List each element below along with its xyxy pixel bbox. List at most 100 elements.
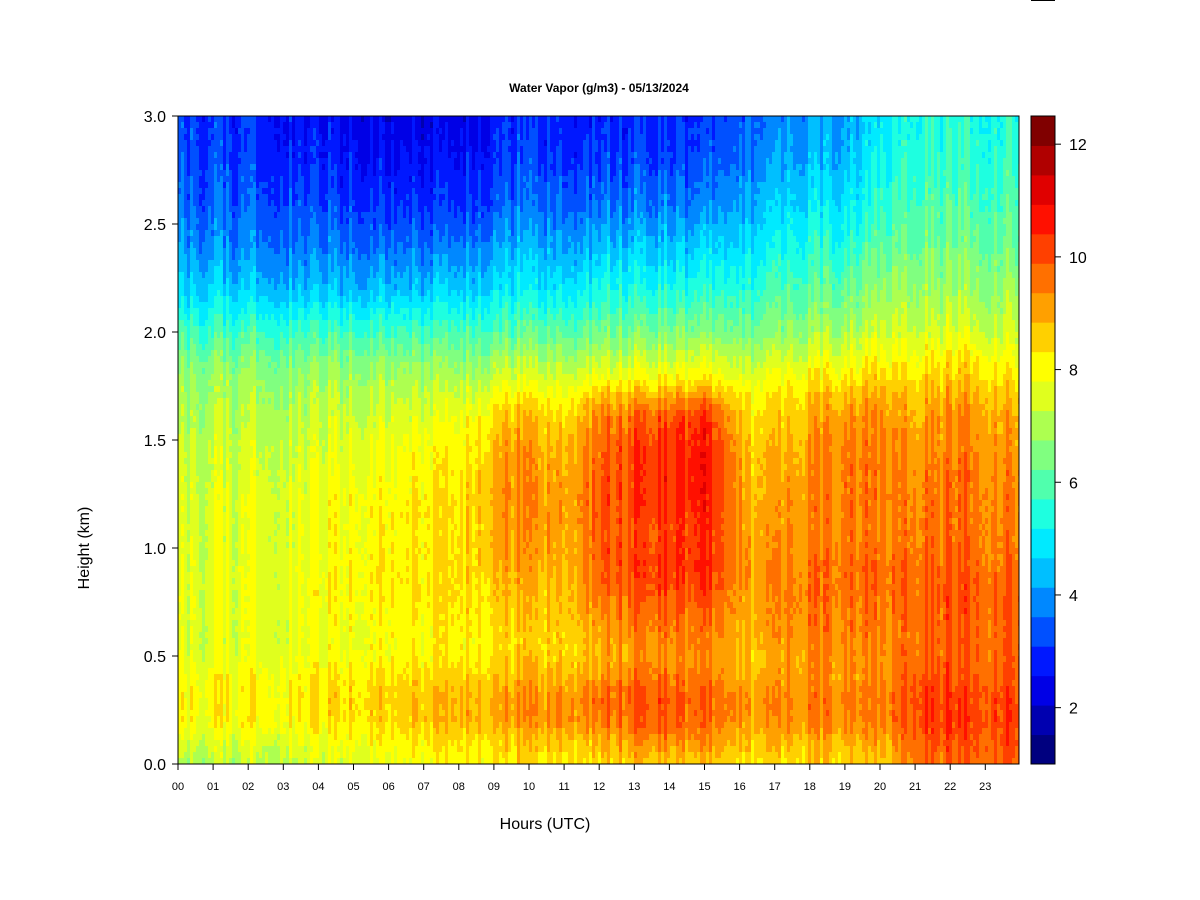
heatmap-cell xyxy=(277,410,280,416)
heatmap-cell xyxy=(184,734,187,740)
heatmap-cell xyxy=(235,338,238,344)
heatmap-cell xyxy=(199,164,202,170)
heatmap-cell xyxy=(196,530,199,536)
heatmap-cell xyxy=(259,584,262,590)
heatmap-cell xyxy=(223,728,226,734)
heatmap-cell xyxy=(190,578,193,584)
heatmap-cell xyxy=(250,416,253,422)
heatmap-cell xyxy=(313,500,316,506)
heatmap-cell xyxy=(229,422,232,428)
heatmap-cell xyxy=(223,620,226,626)
heatmap-cell xyxy=(271,254,274,260)
heatmap-cell xyxy=(301,362,304,368)
heatmap-cell xyxy=(190,668,193,674)
heatmap-cell xyxy=(187,338,190,344)
heatmap-cell xyxy=(259,572,262,578)
heatmap-cell xyxy=(199,488,202,494)
heatmap-cell xyxy=(271,398,274,404)
heatmap-cell xyxy=(211,230,214,236)
heatmap-cell xyxy=(238,128,241,134)
heatmap-cell xyxy=(280,542,283,548)
heatmap-cell xyxy=(238,722,241,728)
heatmap-cell xyxy=(295,488,298,494)
heatmap-cell xyxy=(229,602,232,608)
heatmap-cell xyxy=(268,380,271,386)
heatmap-cell xyxy=(202,134,205,140)
heatmap-cell xyxy=(304,200,307,206)
heatmap-cell xyxy=(241,152,244,158)
heatmap-cell xyxy=(220,134,223,140)
heatmap-cell xyxy=(265,302,268,308)
heatmap-cell xyxy=(187,182,190,188)
heatmap-cell xyxy=(310,380,313,386)
heatmap-cell xyxy=(187,362,190,368)
heatmap-cell xyxy=(193,212,196,218)
heatmap-cell xyxy=(256,692,259,698)
heatmap-cell xyxy=(190,248,193,254)
heatmap-cell xyxy=(265,260,268,266)
heatmap-cell xyxy=(271,392,274,398)
heatmap-cell xyxy=(190,686,193,692)
heatmap-cell xyxy=(295,752,298,758)
heatmap-cell xyxy=(304,518,307,524)
heatmap-cell xyxy=(277,626,280,632)
heatmap-cell xyxy=(259,284,262,290)
heatmap-cell xyxy=(229,752,232,758)
heatmap-cell xyxy=(223,296,226,302)
heatmap-cell xyxy=(226,314,229,320)
heatmap-cell xyxy=(193,620,196,626)
heatmap-cell xyxy=(181,692,184,698)
heatmap-cell xyxy=(262,320,265,326)
heatmap-cell xyxy=(235,632,238,638)
heatmap-cell xyxy=(271,716,274,722)
heatmap-cell xyxy=(289,530,292,536)
heatmap-cell xyxy=(184,686,187,692)
heatmap-cell xyxy=(292,722,295,728)
heatmap-cell xyxy=(274,320,277,326)
heatmap-cell xyxy=(217,740,220,746)
heatmap-cell xyxy=(214,416,217,422)
heatmap-cell xyxy=(181,584,184,590)
heatmap-cell xyxy=(232,542,235,548)
heatmap-cell xyxy=(307,128,310,134)
heatmap-cell xyxy=(232,278,235,284)
heatmap-cell xyxy=(265,692,268,698)
heatmap-cell xyxy=(307,494,310,500)
heatmap-cell xyxy=(256,248,259,254)
heatmap-cell xyxy=(205,254,208,260)
heatmap-cell xyxy=(280,746,283,752)
heatmap-cell xyxy=(238,212,241,218)
heatmap-cell xyxy=(196,752,199,758)
heatmap-cell xyxy=(313,122,316,128)
heatmap-cell xyxy=(250,656,253,662)
heatmap-cell xyxy=(250,386,253,392)
heatmap-cell xyxy=(199,638,202,644)
heatmap-cell xyxy=(265,350,268,356)
heatmap-cell xyxy=(214,566,217,572)
heatmap-cell xyxy=(187,518,190,524)
heatmap-cell xyxy=(238,716,241,722)
heatmap-cell xyxy=(217,482,220,488)
heatmap-cell xyxy=(229,758,232,764)
heatmap-cell xyxy=(247,584,250,590)
heatmap-cell xyxy=(295,392,298,398)
heatmap-cell xyxy=(313,194,316,200)
heatmap-cell xyxy=(181,440,184,446)
heatmap-cell xyxy=(247,308,250,314)
heatmap-cell xyxy=(268,632,271,638)
heatmap-cell xyxy=(274,392,277,398)
heatmap-cell xyxy=(202,620,205,626)
heatmap-cell xyxy=(313,638,316,644)
heatmap-cell xyxy=(223,560,226,566)
heatmap-cell xyxy=(187,674,190,680)
heatmap-cell xyxy=(313,608,316,614)
heatmap-cell xyxy=(232,626,235,632)
heatmap-cell xyxy=(298,566,301,572)
heatmap-cell xyxy=(196,224,199,230)
heatmap-cell xyxy=(304,740,307,746)
heatmap-cell xyxy=(289,404,292,410)
heatmap-cell xyxy=(307,422,310,428)
heatmap-cell xyxy=(250,704,253,710)
heatmap-cell xyxy=(304,146,307,152)
heatmap-cell xyxy=(247,548,250,554)
